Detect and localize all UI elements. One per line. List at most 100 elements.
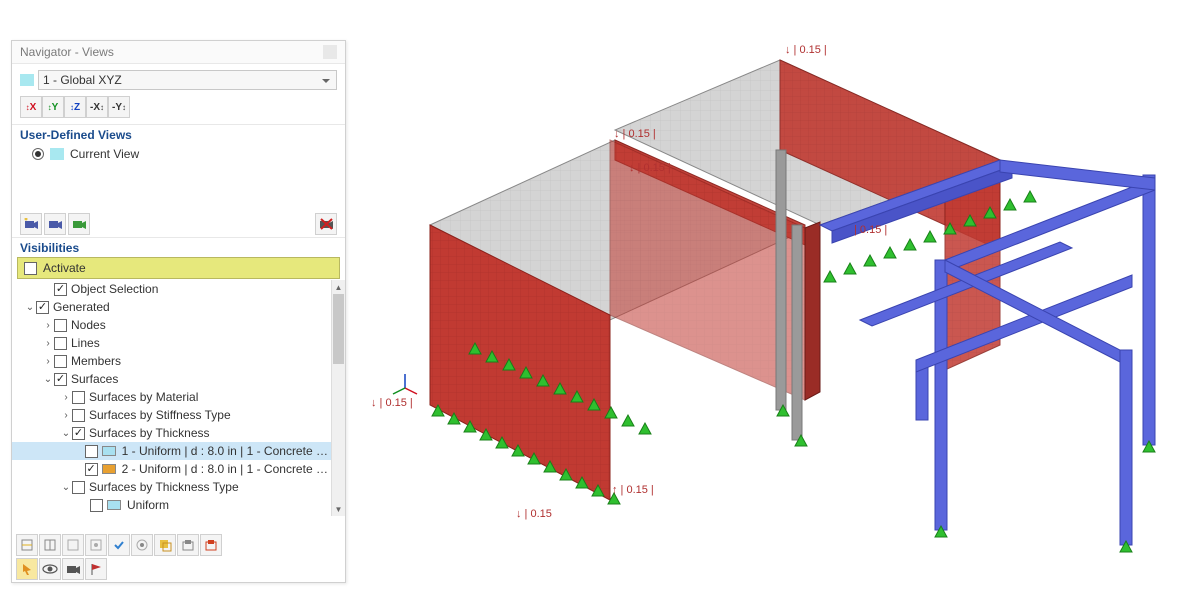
tool-3-icon[interactable]: [62, 534, 84, 556]
dimension-label: ↓ | 0.15 |: [629, 162, 671, 174]
panel-title: Navigator - Views: [20, 45, 114, 59]
activate-row[interactable]: Activate: [18, 258, 339, 278]
tool-5-icon[interactable]: [108, 534, 130, 556]
current-view-radio[interactable]: [32, 148, 44, 160]
bottom-toolbar-2: [16, 558, 107, 580]
tree-checkbox[interactable]: [54, 337, 67, 350]
activate-checkbox[interactable]: [24, 262, 37, 275]
camera-delete-icon[interactable]: [315, 213, 337, 235]
tree-checkbox[interactable]: [72, 427, 85, 440]
tool-9-icon[interactable]: [200, 534, 222, 556]
tree-label: 1 - Uniform | d : 8.0 in | 1 - Concrete …: [122, 444, 329, 458]
tree-label: Lines: [71, 336, 100, 350]
tree-label: 2 - Uniform | d : 8.0 in | 1 - Concrete …: [122, 462, 329, 476]
tree-label: Members: [71, 354, 121, 368]
expander-icon[interactable]: ›: [42, 338, 54, 349]
tree-row[interactable]: ⌄Surfaces: [12, 370, 331, 388]
flag-icon[interactable]: [85, 558, 107, 580]
cursor-icon[interactable]: [16, 558, 38, 580]
axis-toolbar: ↕X ↕Y ↕Z -X↕ -Y↕: [12, 94, 345, 124]
view-dropdown-value: 1 - Global XYZ: [43, 73, 122, 87]
view-dropdown[interactable]: 1 - Global XYZ: [38, 70, 337, 90]
current-view-row[interactable]: Current View: [12, 145, 345, 167]
tree-row[interactable]: ›Nodes: [12, 316, 331, 334]
dimension-label: ↓ | 0.15 |: [371, 397, 413, 409]
tree-row[interactable]: 2 - Uniform | d : 8.0 in | 1 - Concrete …: [12, 460, 331, 478]
tree-row[interactable]: ⌄ Surfaces by Thickness: [12, 424, 331, 442]
color-swatch: [107, 500, 121, 510]
tree-label: Surfaces by Thickness: [89, 426, 210, 440]
view-color-chip: [20, 74, 34, 86]
tool-1-icon[interactable]: [16, 534, 38, 556]
tool-2-icon[interactable]: [39, 534, 61, 556]
tree-row[interactable]: Uniform: [12, 496, 331, 514]
tool-4-icon[interactable]: [85, 534, 107, 556]
tree-checkbox[interactable]: [72, 391, 85, 404]
color-swatch: [102, 464, 116, 474]
axis-z-button[interactable]: ↕Z: [64, 96, 86, 118]
axis-neg-y-button[interactable]: -Y↕: [108, 96, 130, 118]
tree-row[interactable]: ›Surfaces by Geometry Type: [12, 514, 331, 516]
expander-icon[interactable]: ›: [42, 320, 54, 331]
tree-checkbox[interactable]: [54, 319, 67, 332]
expander-icon[interactable]: ⌄: [60, 482, 72, 493]
tree-row[interactable]: › Lines: [12, 334, 331, 352]
tree-row[interactable]: Object Selection: [12, 280, 331, 298]
tree-row[interactable]: ⌄Surfaces by Thickness Type: [12, 478, 331, 496]
tree-checkbox[interactable]: [36, 301, 49, 314]
tree-row[interactable]: 1 - Uniform | d : 8.0 in | 1 - Concrete …: [12, 442, 331, 460]
axis-x-button[interactable]: ↕X: [20, 96, 42, 118]
tree-row[interactable]: › Surfaces by Material: [12, 388, 331, 406]
view-dropdown-row: 1 - Global XYZ: [12, 64, 345, 94]
dimension-label: ↓ | 0.15: [516, 508, 552, 520]
scroll-down-icon[interactable]: ▼: [332, 502, 345, 516]
dimension-label: | 0.15 |: [854, 224, 887, 236]
current-view-label: Current View: [70, 147, 139, 161]
dimension-label: ↓ | 0.15 |: [785, 44, 827, 56]
tree-scrollbar[interactable]: ▲ ▼: [331, 280, 345, 516]
expander-icon[interactable]: ⌄: [24, 302, 36, 313]
visibilities-header: Visibilities: [12, 237, 345, 258]
tree-label: Object Selection: [71, 282, 158, 296]
tool-6-icon[interactable]: [131, 534, 153, 556]
expander-icon[interactable]: ›: [42, 356, 54, 367]
bottom-toolbar-1: [16, 534, 341, 556]
user-views-header: User-Defined Views: [12, 124, 345, 145]
tree-checkbox[interactable]: [54, 373, 67, 386]
axis-y-button[interactable]: ↕Y: [42, 96, 64, 118]
tree-checkbox[interactable]: [54, 355, 67, 368]
tree-label: Surfaces by Material: [89, 390, 198, 404]
expander-icon[interactable]: ›: [60, 410, 72, 421]
expander-icon[interactable]: ⌄: [42, 374, 54, 385]
tree-checkbox[interactable]: [54, 283, 67, 296]
tree-checkbox[interactable]: [85, 445, 98, 458]
navigator-panel: Navigator - Views 1 - Global XYZ ↕X ↕Y ↕…: [11, 40, 346, 583]
activate-label: Activate: [43, 261, 86, 275]
scroll-up-icon[interactable]: ▲: [332, 280, 345, 294]
tree-checkbox[interactable]: [85, 463, 98, 476]
tree-row[interactable]: ›Surfaces by Stiffness Type: [12, 406, 331, 424]
dimension-label: ↓ | 0.15 |: [614, 128, 656, 140]
axis-neg-x-button[interactable]: -X↕: [86, 96, 108, 118]
tool-7-icon[interactable]: [154, 534, 176, 556]
eye-icon[interactable]: [39, 558, 61, 580]
panel-title-bar: Navigator - Views: [12, 41, 345, 64]
model-render: [360, 0, 1178, 599]
scroll-thumb[interactable]: [333, 294, 344, 364]
tree-checkbox[interactable]: [72, 481, 85, 494]
current-view-chip: [50, 148, 64, 160]
camera-2-icon[interactable]: [44, 213, 66, 235]
tree-row[interactable]: › Members: [12, 352, 331, 370]
camera-1-icon[interactable]: [20, 213, 42, 235]
expander-icon[interactable]: ⌄: [60, 428, 72, 439]
camera-bottom-icon[interactable]: [62, 558, 84, 580]
tree-checkbox[interactable]: [90, 499, 103, 512]
tree-row[interactable]: ⌄ Generated: [12, 298, 331, 316]
camera-3-icon[interactable]: [68, 213, 90, 235]
model-viewport[interactable]: ↓ | 0.15 | ↓ | 0.15 | ↓ | 0.15 | | 0.15 | ↓ …: [360, 0, 1178, 599]
tree-checkbox[interactable]: [72, 409, 85, 422]
tool-8-icon[interactable]: [177, 534, 199, 556]
expander-icon[interactable]: ›: [60, 392, 72, 403]
close-icon[interactable]: [323, 45, 337, 59]
tree-label: Generated: [53, 300, 110, 314]
